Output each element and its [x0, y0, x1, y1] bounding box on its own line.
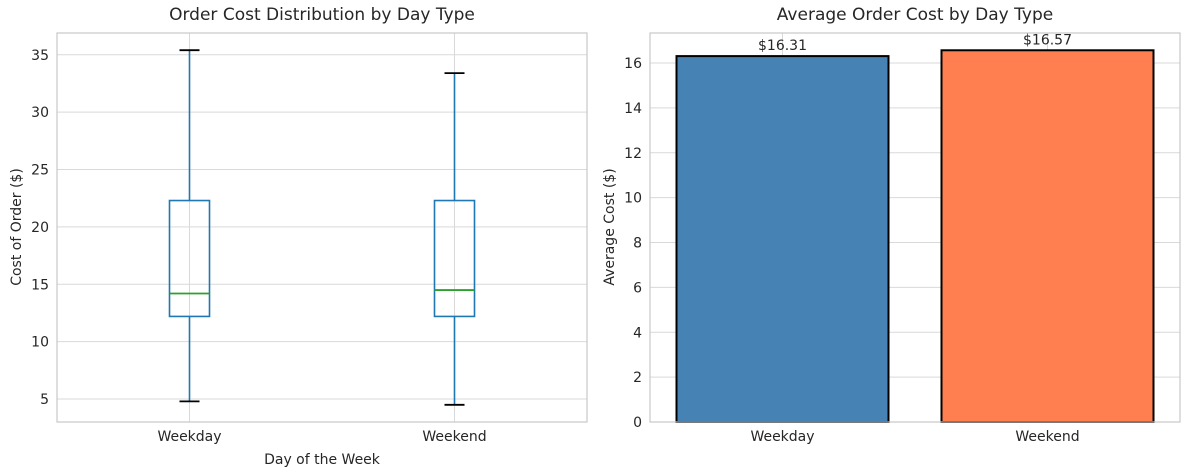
iqr-box: [433, 199, 476, 318]
y-tick-label: 20: [31, 220, 49, 236]
iqr-box: [168, 199, 211, 318]
y-tick-label: 15: [31, 277, 49, 293]
y-tick-label: 30: [31, 105, 49, 121]
boxplot-chart: Order Cost Distribution by Day Type Cost…: [0, 0, 594, 474]
axes-spines: [649, 32, 1181, 423]
y-tick-label: 10: [31, 335, 49, 351]
x-tick-label: Weekend: [422, 429, 486, 445]
y-tick-label: 8: [633, 236, 642, 252]
bar-group-weekend: $16.57: [940, 32, 1155, 424]
bar-value-label: $16.31: [758, 38, 807, 54]
grid: [57, 33, 587, 422]
x-tick-label: Weekday: [750, 429, 814, 445]
bar: [940, 49, 1155, 424]
axes-spines: [56, 32, 588, 423]
y-tick-label: 12: [624, 146, 642, 162]
y-tick-label: 4: [633, 325, 642, 341]
bar: [675, 55, 890, 423]
y-tick-label: 0: [633, 415, 642, 431]
bar-chart-title: Average Order Cost by Day Type: [776, 5, 1054, 25]
y-tick-label: 16: [624, 56, 642, 72]
y-tick-label: 2: [633, 370, 642, 386]
y-tick-labels: 5 10 15 20 25 30 35: [31, 48, 49, 408]
y-tick-label: 6: [633, 280, 642, 296]
y-tick-label: 5: [40, 392, 49, 408]
boxplot-title: Order Cost Distribution by Day Type: [169, 5, 475, 25]
x-tick-label: Weekday: [157, 429, 221, 445]
y-tick-label: 35: [31, 48, 49, 64]
y-tick-label: 14: [624, 101, 642, 117]
boxplot-x-axis-label: Day of the Week: [264, 452, 380, 468]
y-tick-labels: 0 2 4 6 8 10 12 14 16: [624, 56, 642, 431]
y-tick-label: 25: [31, 163, 49, 179]
box-weekend: [433, 72, 476, 406]
box-weekday: [168, 49, 211, 403]
boxplot-plot-area: 5 10 15 20 25 30 35 Weekday Weekend: [31, 32, 588, 445]
bar-value-label: $16.57: [1023, 32, 1072, 48]
x-tick-labels: Weekday Weekend: [157, 429, 486, 445]
x-tick-label: Weekend: [1015, 429, 1079, 445]
bar-plot-area: $16.31 $16.57 0 2 4 6 8 10 12 14 16 Weekday Weekend: [624, 32, 1181, 445]
y-tick-label: 10: [624, 191, 642, 207]
bar-group-weekday: $16.31: [675, 38, 890, 423]
bar-chart: Average Order Cost by Day Type Average C…: [594, 0, 1189, 474]
x-tick-labels: Weekday Weekend: [750, 429, 1079, 445]
